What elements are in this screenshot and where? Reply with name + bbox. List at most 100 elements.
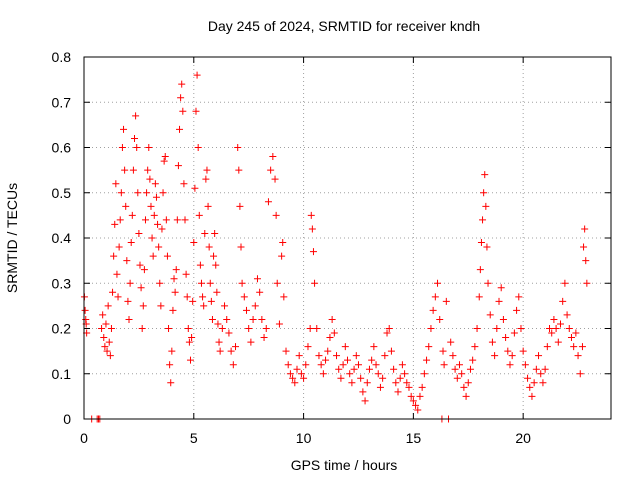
- data-point: [412, 401, 420, 409]
- data-point: [458, 370, 466, 378]
- chart-title: Day 245 of 2024, SRMTID for receiver knd…: [208, 18, 480, 34]
- y-tick-label: 0.8: [52, 49, 72, 65]
- data-point: [567, 334, 575, 342]
- data-point: [138, 325, 146, 332]
- x-tick-label: 15: [406, 430, 422, 446]
- data-point: [583, 279, 591, 287]
- data-point: [447, 338, 455, 346]
- data-point: [267, 166, 275, 174]
- y-tick-label: 0.5: [52, 185, 72, 201]
- data-point: [101, 343, 109, 351]
- x-tick-label: 20: [515, 430, 531, 446]
- data-point: [306, 325, 314, 332]
- data-point: [191, 184, 199, 192]
- y-tick-label: 0.4: [52, 230, 72, 246]
- data-point: [155, 243, 163, 251]
- data-point: [561, 279, 569, 287]
- data-point: [184, 325, 192, 332]
- data-point: [282, 347, 290, 355]
- data-point: [425, 343, 433, 351]
- data-point: [530, 379, 538, 387]
- data-point: [363, 379, 371, 387]
- data-point: [556, 320, 564, 328]
- data-point: [197, 279, 205, 287]
- data-point: [124, 297, 132, 305]
- data-point: [120, 125, 128, 133]
- data-point: [381, 352, 389, 360]
- data-point: [216, 347, 224, 355]
- data-point: [335, 365, 343, 373]
- data-point: [455, 361, 463, 369]
- data-point: [521, 361, 529, 369]
- y-tick-label: 0.3: [52, 275, 72, 291]
- data-point: [570, 343, 578, 351]
- data-point: [102, 320, 110, 328]
- data-point: [245, 325, 253, 332]
- data-point: [105, 338, 113, 346]
- data-point: [121, 166, 129, 174]
- y-tick-label: 0: [63, 411, 71, 427]
- data-point: [337, 374, 345, 382]
- data-point: [143, 189, 151, 197]
- data-point: [528, 392, 536, 400]
- data-point: [471, 343, 479, 351]
- data-point: [295, 352, 303, 360]
- data-point: [210, 252, 218, 260]
- data-point: [196, 261, 204, 269]
- data-point: [195, 211, 203, 219]
- data-point: [460, 383, 468, 391]
- data-point: [481, 171, 489, 179]
- data-point: [576, 370, 584, 378]
- data-point: [110, 252, 118, 260]
- data-point: [429, 306, 437, 314]
- data-point: [203, 166, 211, 174]
- data-point: [519, 347, 527, 355]
- data-point: [309, 248, 317, 256]
- data-point: [103, 347, 111, 355]
- data-point: [341, 343, 349, 351]
- data-point: [173, 216, 181, 224]
- data-point: [178, 80, 186, 88]
- data-point: [118, 144, 126, 151]
- data-point: [144, 166, 152, 174]
- data-point: [147, 202, 155, 210]
- data-point: [359, 388, 367, 396]
- data-point: [151, 180, 159, 188]
- data-point: [156, 279, 164, 287]
- data-point: [113, 270, 121, 278]
- data-point: [439, 347, 447, 355]
- data-point: [572, 329, 580, 337]
- data-point: [506, 361, 514, 369]
- data-point: [149, 252, 157, 260]
- data-point: [581, 225, 589, 233]
- data-point: [322, 356, 330, 364]
- data-point: [111, 220, 119, 228]
- data-point: [109, 288, 117, 296]
- data-point: [328, 315, 336, 323]
- data-point: [107, 325, 115, 332]
- data-point: [162, 216, 170, 224]
- data-point: [237, 243, 245, 251]
- data-point: [515, 293, 523, 301]
- data-point: [128, 211, 136, 219]
- data-point: [139, 302, 147, 310]
- data-point: [163, 252, 171, 260]
- data-point: [193, 71, 201, 79]
- data-point: [180, 180, 188, 188]
- data-point: [148, 234, 156, 242]
- data-point: [473, 325, 481, 332]
- data-point: [409, 397, 417, 405]
- data-point: [212, 261, 220, 269]
- data-point: [466, 365, 474, 373]
- y-tick-label: 0.1: [52, 366, 72, 382]
- data-point: [269, 153, 277, 161]
- data-point: [205, 243, 213, 251]
- data-point: [482, 202, 490, 210]
- grid-lines: [84, 57, 611, 419]
- data-point: [469, 356, 477, 364]
- data-point: [183, 293, 191, 301]
- x-axis-label: GPS time / hours: [291, 457, 398, 473]
- data-point: [179, 107, 187, 115]
- data-point: [423, 356, 431, 364]
